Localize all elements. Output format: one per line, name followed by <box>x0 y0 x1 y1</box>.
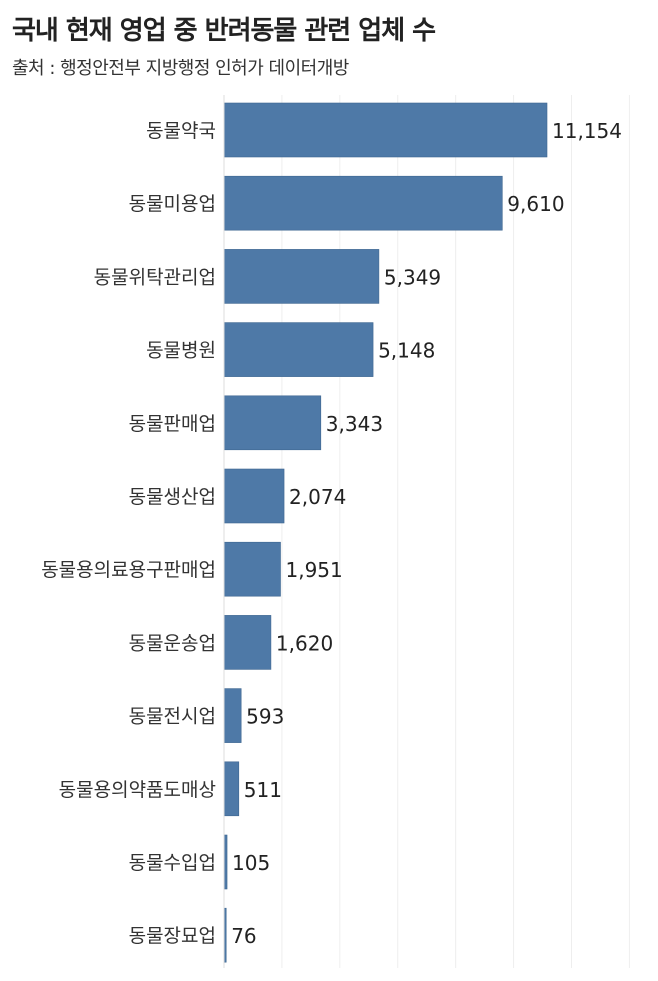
value-label: 2,074 <box>289 485 346 509</box>
bar <box>223 249 380 304</box>
bar <box>223 615 272 670</box>
value-labels: 11,154 9,610 5,349 5,148 3,343 2,074 1,951 1,62… <box>231 119 622 948</box>
category-label: 동물생산업 <box>129 486 216 508</box>
value-label: 1,620 <box>276 631 333 655</box>
chart-subtitle: 출처 : 행정안전부 지방행정 인허가 데이터개방 <box>12 58 349 79</box>
category-label: 동물위탁관리업 <box>94 266 216 288</box>
category-label: 동물약국 <box>146 120 216 142</box>
value-label: 5,148 <box>378 339 435 363</box>
value-label: 76 <box>231 924 256 948</box>
category-label: 동물판매업 <box>129 413 216 435</box>
bar <box>223 175 503 231</box>
bar <box>223 395 322 451</box>
bars <box>223 102 548 963</box>
category-label: 동물병원 <box>146 340 216 362</box>
value-label: 593 <box>246 705 284 729</box>
category-label: 동물용의료용구판매업 <box>41 559 216 581</box>
gridlines <box>281 95 630 968</box>
category-label: 동물미용업 <box>129 193 216 215</box>
category-labels: 동물약국동물미용업동물위탁관리업동물병원동물판매업동물생산업동물용의료용구판매업… <box>41 120 216 947</box>
value-label: 9,610 <box>507 192 564 216</box>
bar <box>223 102 548 158</box>
category-label: 동물용의약품도매상 <box>59 779 216 801</box>
category-label: 동물전시업 <box>129 706 216 728</box>
bar <box>223 322 374 377</box>
value-label: 1,951 <box>285 558 342 582</box>
value-label: 11,154 <box>552 119 622 143</box>
category-label: 동물운송업 <box>129 632 216 654</box>
bar <box>223 468 285 524</box>
category-label: 동물장묘업 <box>129 925 216 947</box>
value-label: 105 <box>232 851 270 875</box>
category-label: 동물수입업 <box>129 852 216 874</box>
bar <box>223 541 281 597</box>
value-label: 5,349 <box>384 265 441 289</box>
bar <box>223 688 242 743</box>
value-label: 3,343 <box>326 412 383 436</box>
chart-title: 국내 현재 영업 중 반려동물 관련 업체 수 <box>12 16 436 46</box>
bar <box>223 761 240 817</box>
value-label: 511 <box>244 778 282 802</box>
